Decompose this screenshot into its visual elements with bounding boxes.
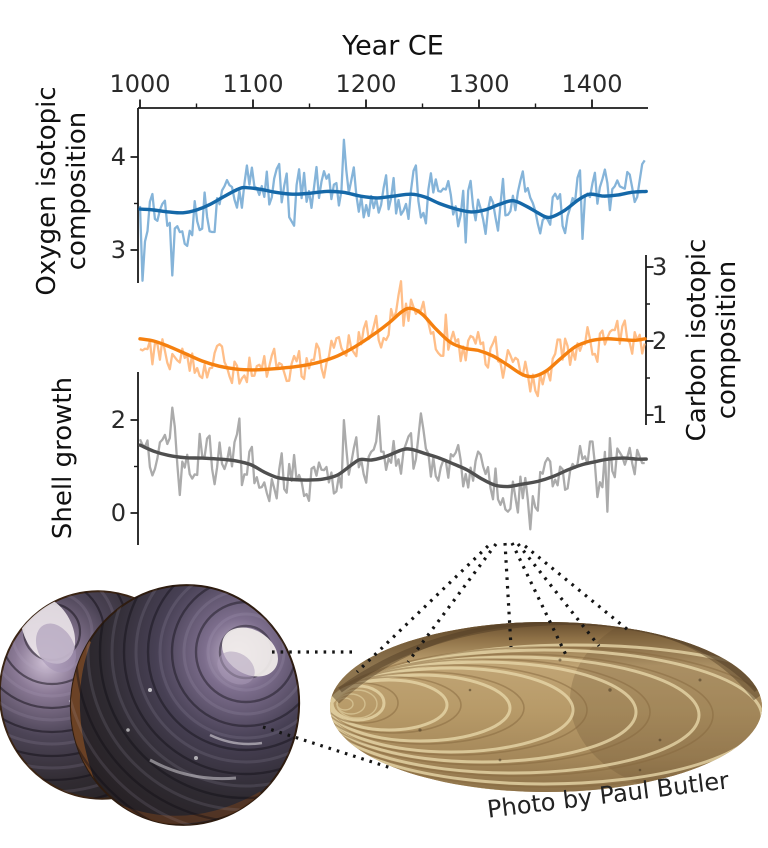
carbon-tick-label: 1 [652,401,668,429]
oxygen-axis-ticks [130,156,138,251]
growth-tick-label: 0 [110,499,126,527]
carbon-isotopic-composition-raw-line [139,280,646,398]
oxygen-isotopic-composition-smooth-line [138,185,648,220]
year-axis-major-ticks [139,99,593,108]
carbon-tick-label: 2 [652,327,668,355]
oxygen-axis-label: Oxygen isotopic composition [32,86,93,296]
oxygen-isotopic-composition-series [138,138,648,282]
carbon-axis-label-line2: composition [712,260,742,420]
year-tick-label: 1400 [561,70,623,98]
carbon-isotopic-composition-series [138,280,647,398]
year-tick-label: 1300 [448,70,510,98]
oxygen-tick-label: 4 [110,143,126,171]
oxygen-axis-label-line2: composition [62,111,92,271]
oxygen-axis-label-line1: Oxygen isotopic [32,86,63,296]
year-axis-minor-ticks [195,103,537,108]
carbon-axis-minor-ticks [646,303,650,379]
year-tick-label: 1200 [335,70,397,98]
growth-axis-label-line1: Shell growth [48,376,79,540]
year-tick-label: 1000 [109,70,171,98]
carbon-axis-ticks [646,266,654,416]
carbon-axis-label-line1: Carbon isotopic [682,238,713,442]
year-axis-title: Year CE [342,30,444,62]
shell-growth-series [138,406,648,531]
sample-trace-dotted-lines [355,542,630,674]
shell-growth-smooth-line [138,443,648,489]
shell-growth-raw-line [138,406,645,531]
year-tick-label: 1100 [222,70,284,98]
carbon-tick-label: 3 [652,253,668,281]
growth-tick-label: 2 [110,406,126,434]
growth-axis-ticks [130,419,138,514]
magnifier-wedge-bottom [262,725,392,770]
series-layer [138,138,648,531]
magnifier-dotted-lines [262,650,392,770]
oxygen-isotopic-composition-raw-line [138,138,646,282]
carbon-axis-label: Carbon isotopic composition [682,238,743,442]
oxygen-tick-label: 3 [110,236,126,264]
carbon-isotopic-composition-smooth-line [138,306,647,379]
growth-axis-label: Shell growth [48,376,79,540]
